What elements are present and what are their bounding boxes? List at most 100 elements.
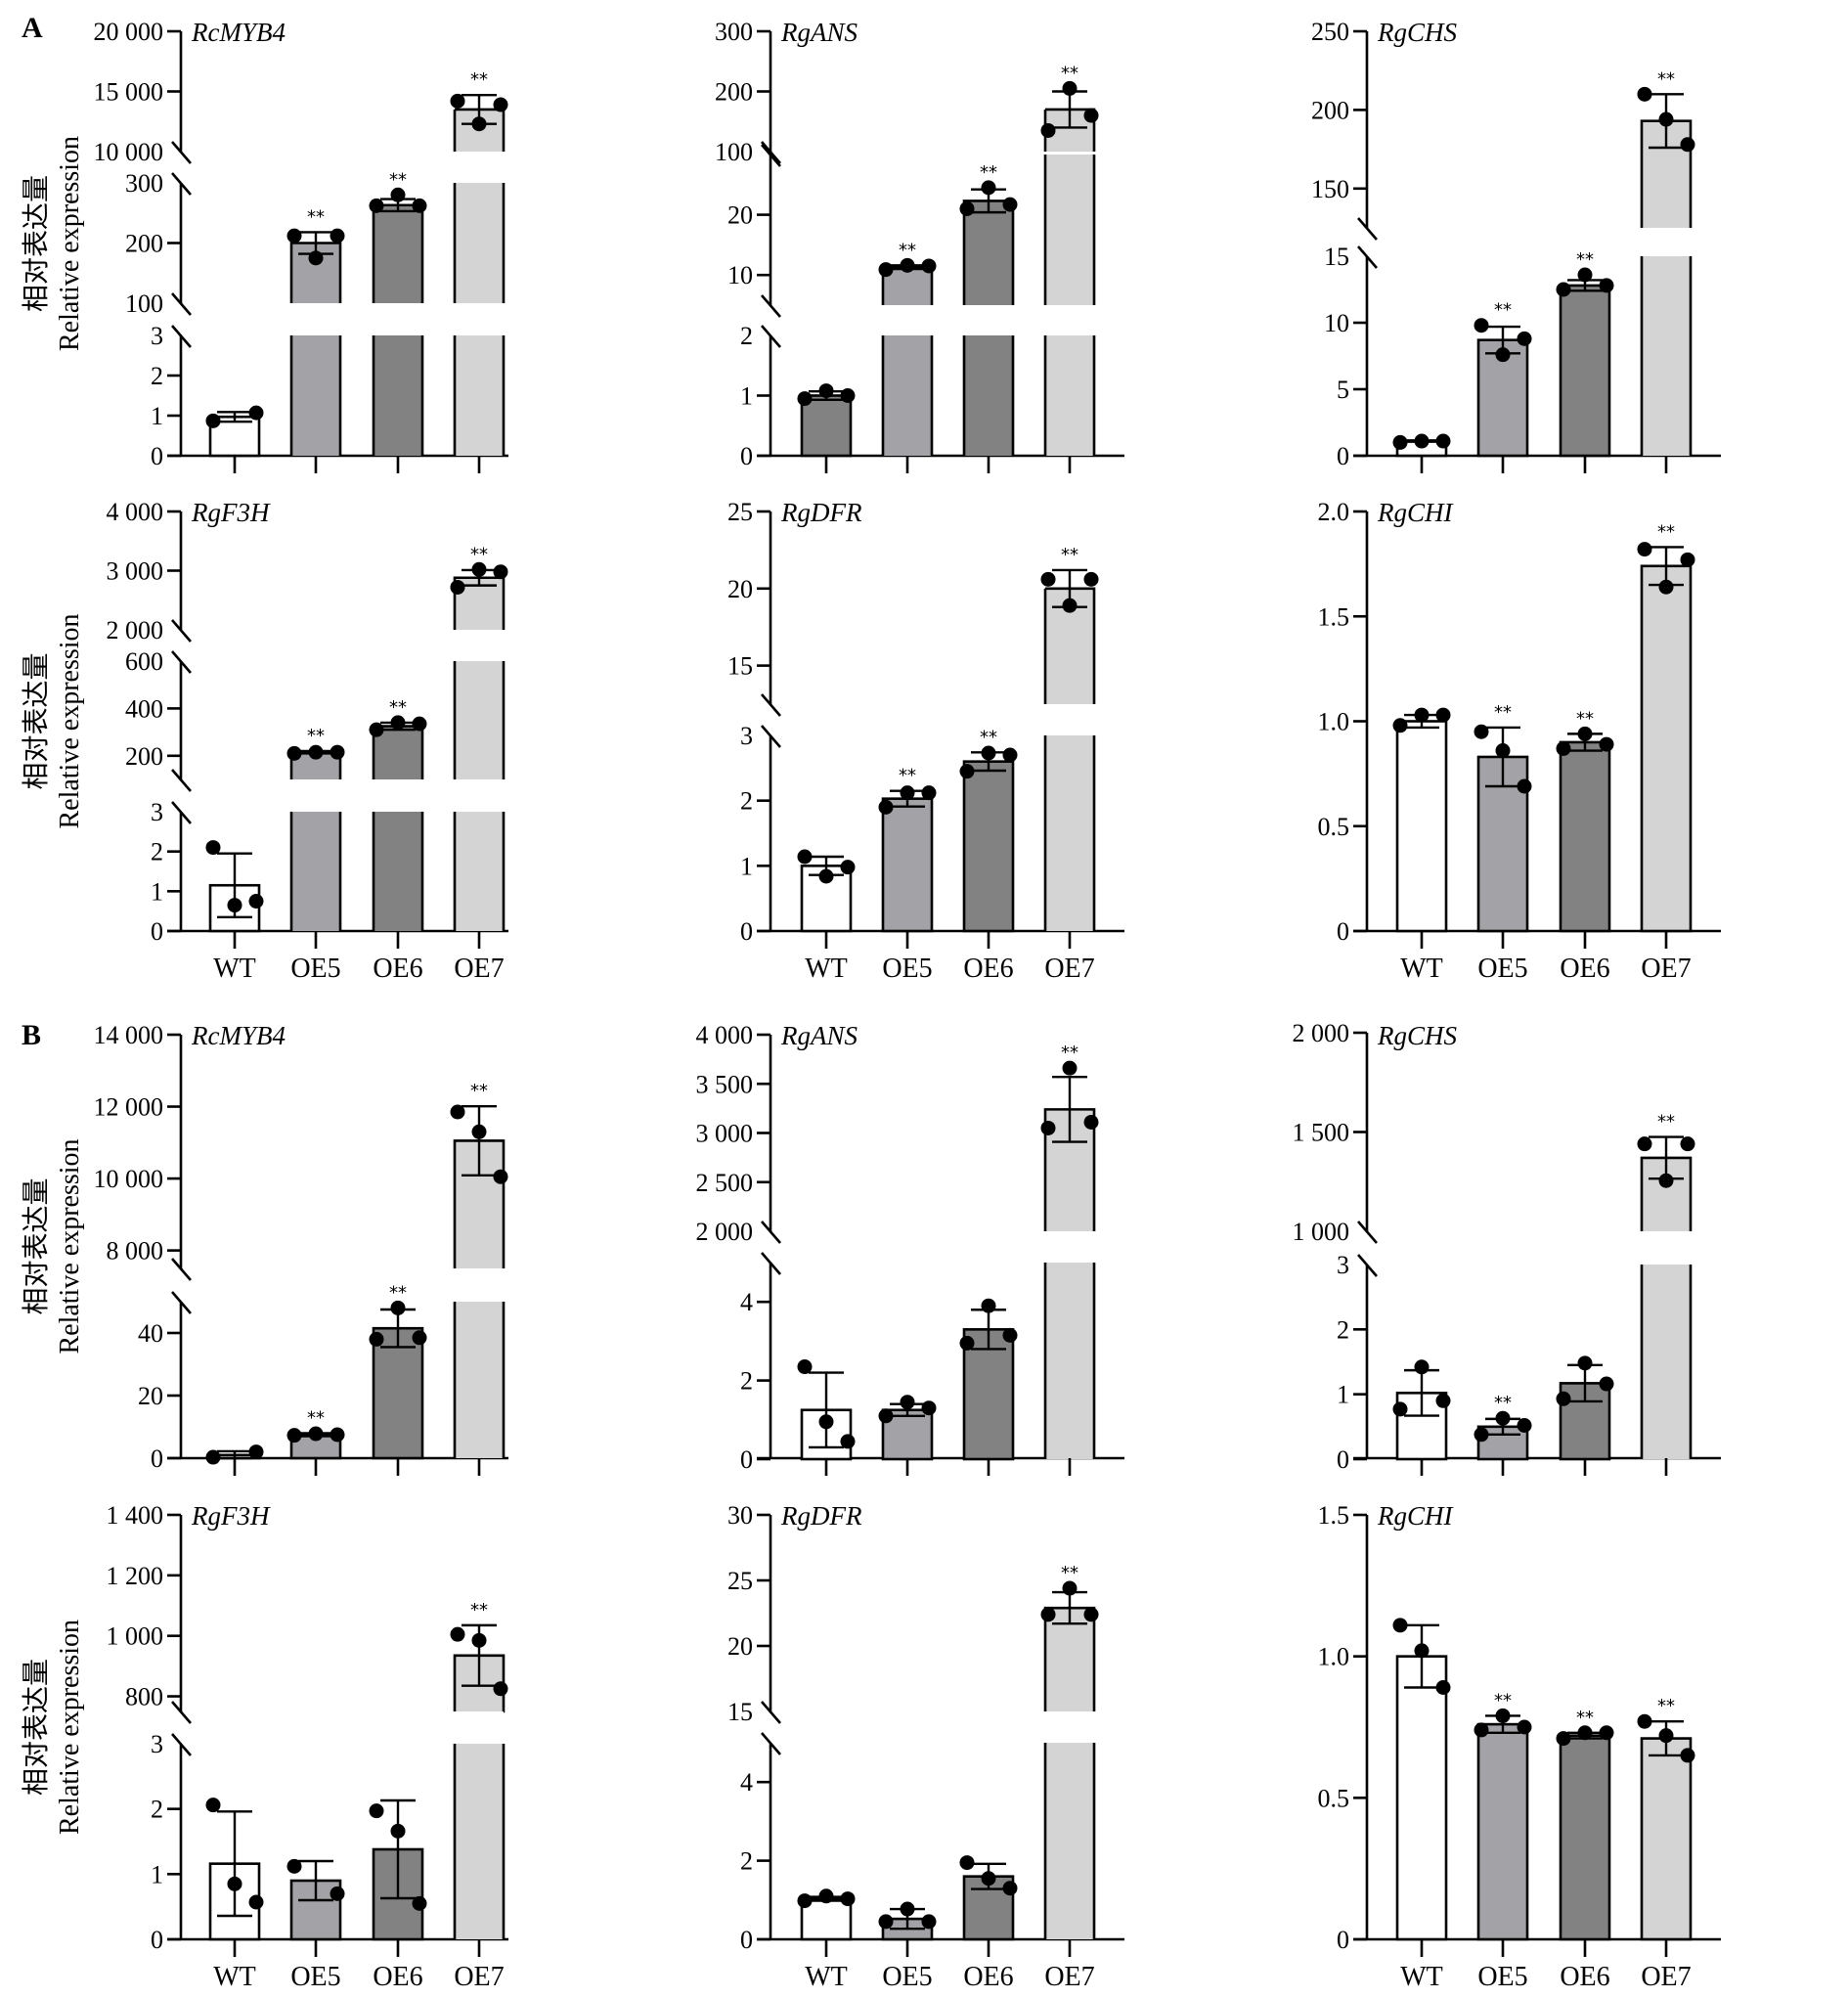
y-tick-label: 10 000 [94, 1165, 164, 1193]
chart-title-b-rcmyb4: RcMYB4 [191, 1021, 286, 1050]
x-tick-label-oe6: OE6 [1560, 1962, 1609, 1992]
y-tick-label: 0.5 [1318, 813, 1350, 841]
x-tick-label-oe5: OE5 [290, 1962, 340, 1992]
significance-mark: ** [1657, 1112, 1675, 1132]
x-tick-label-oe7: OE7 [1044, 954, 1094, 984]
data-point [493, 97, 508, 112]
data-point [1414, 433, 1430, 449]
y-tick-label: 1 400 [107, 1501, 164, 1530]
data-point [1062, 598, 1078, 613]
data-point [286, 1858, 302, 1874]
y-axis-label: 相对表达量 Relative expression [21, 136, 85, 351]
significance-mark: ** [470, 69, 488, 90]
y-tick-label: 2 [740, 787, 753, 816]
data-point [921, 785, 937, 801]
data-point [330, 228, 345, 244]
axis-break-mark [761, 693, 781, 717]
x-tick-label-oe6: OE6 [963, 1962, 1013, 1992]
significance-mark: ** [389, 169, 407, 190]
data-point [1599, 278, 1614, 293]
data-point [390, 1300, 406, 1315]
data-point [797, 391, 813, 407]
y-tick-label: 10 000 [94, 138, 164, 166]
panel-letter-b: B [22, 1019, 41, 1051]
data-point [1599, 1376, 1614, 1392]
data-point [1517, 331, 1532, 346]
data-point [818, 383, 834, 399]
y-tick-label: 1.5 [1318, 602, 1350, 631]
y-tick-label: 300 [715, 18, 753, 46]
data-point [205, 840, 221, 856]
data-point [1062, 1060, 1078, 1076]
data-point [921, 1400, 937, 1416]
data-point [1658, 1173, 1674, 1188]
y-tick-label: 2 [740, 322, 753, 350]
y-tick-label: 2 000 [107, 616, 164, 644]
significance-mark: ** [899, 766, 916, 786]
significance-mark: ** [1576, 1708, 1594, 1728]
significance-mark: ** [980, 727, 997, 747]
x-tick-label-oe5: OE5 [1477, 954, 1527, 984]
data-point [1062, 1580, 1078, 1596]
significance-mark: ** [389, 1282, 407, 1303]
bar-oe7 [1640, 1737, 1693, 1941]
y-tick-label: 40 [138, 1319, 163, 1348]
data-point [900, 1395, 915, 1410]
bar-oe5 [881, 333, 934, 458]
y-tick-label: 30 [727, 1501, 753, 1530]
data-point [1435, 707, 1451, 723]
y-tick-label: 25 [727, 498, 753, 526]
x-tick-label-oe5: OE5 [1477, 1962, 1527, 1992]
data-point [248, 405, 264, 421]
y-tick-label: 25 [727, 1567, 753, 1595]
x-tick-label-oe7: OE7 [454, 1962, 504, 1992]
y-tick-label: 2.0 [1318, 498, 1350, 526]
bar-oe6 [962, 760, 1015, 933]
y-tick-label: 20 [727, 1632, 753, 1661]
bar-oe7 [1640, 564, 1693, 933]
y-tick-label: 0 [151, 442, 163, 470]
axis-break-mark [761, 294, 781, 318]
bar-oe7 [453, 810, 506, 933]
y-tick-label: 1 200 [107, 1562, 164, 1590]
y-tick-label: 600 [125, 647, 163, 676]
chart-title-a-rgdfr: RgDFR [780, 498, 862, 527]
significance-mark: ** [1494, 300, 1512, 321]
data-point [1517, 1719, 1532, 1735]
y-tick-label: 1 [151, 1860, 163, 1888]
significance-mark: ** [1576, 708, 1594, 729]
y-axis-label-cn: 相对表达量 [21, 1659, 52, 1796]
data-point [981, 180, 996, 196]
significance-mark: ** [899, 240, 916, 260]
chart-title-a-rgans: RgANS [780, 18, 858, 47]
data-point [205, 413, 221, 428]
chart-title-a-rcmyb4: RcMYB4 [191, 18, 286, 47]
x-tick-label-wt: WT [1400, 1962, 1443, 1992]
y-tick-label: 0 [151, 1444, 163, 1473]
y-tick-label: 12 000 [94, 1093, 164, 1122]
data-point [1392, 1401, 1408, 1417]
significance-mark: ** [470, 1081, 488, 1101]
axis-break-mark [1357, 1221, 1378, 1244]
data-point [412, 198, 427, 213]
data-point [840, 1891, 856, 1907]
data-point [450, 1104, 465, 1120]
data-point [1083, 1114, 1099, 1130]
bar-oe7 [1043, 333, 1096, 458]
y-tick-label: 3 [1337, 1251, 1349, 1279]
y-tick-label: 0 [740, 917, 753, 946]
axis-break-mark [1357, 245, 1378, 269]
significance-mark: ** [307, 206, 325, 227]
bar-oe6 [372, 810, 424, 933]
bar-oe6 [962, 333, 1015, 458]
data-point [1414, 707, 1430, 723]
data-point [1556, 740, 1571, 756]
x-tick-label-oe6: OE6 [963, 954, 1013, 984]
data-point [959, 1335, 975, 1351]
bar-oe7 [1043, 1741, 1096, 1941]
data-point [450, 579, 465, 595]
bar-oe5 [881, 797, 934, 933]
data-point [1002, 747, 1018, 763]
data-point [840, 388, 856, 403]
bar-oe7 [453, 181, 506, 305]
